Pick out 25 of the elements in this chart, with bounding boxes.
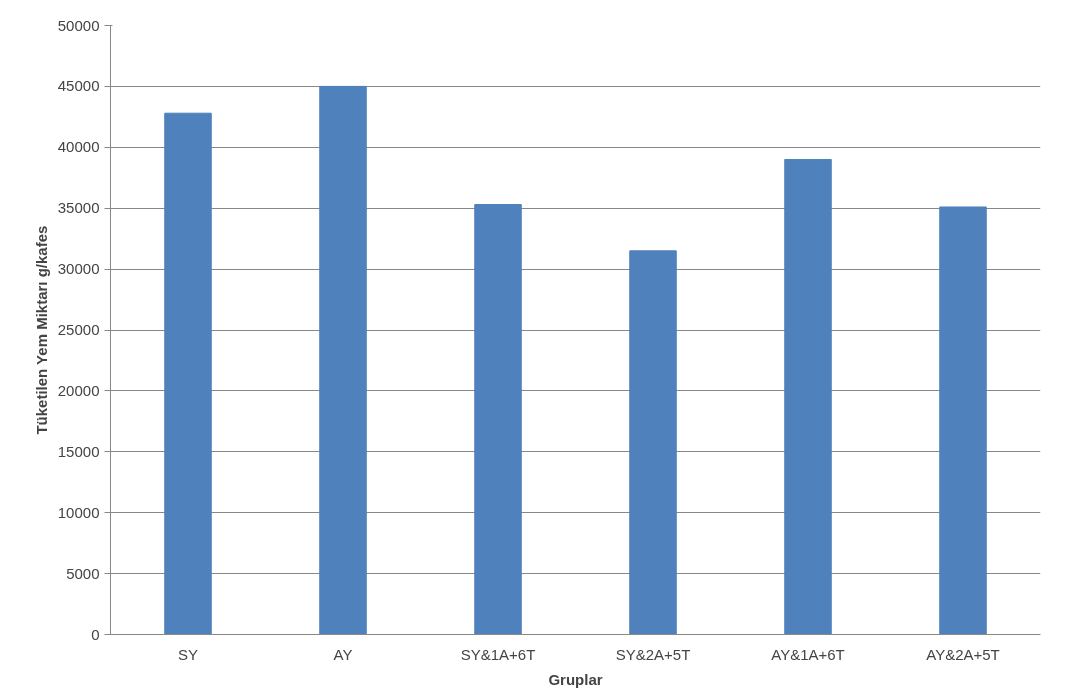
y-axis-title: Tüketilen Yem Miktarı g/kafes xyxy=(32,225,50,435)
y-tick-label: 50000 xyxy=(57,16,100,34)
x-tick-label: SY&2A+5T xyxy=(615,645,691,663)
x-tick-label: AY&2A+5T xyxy=(926,645,1000,663)
y-tick-label: 0 xyxy=(91,625,100,643)
x-tick-label: SY xyxy=(178,645,199,663)
y-tick-label: 20000 xyxy=(57,381,100,399)
x-tick-label: AY&1A+6T xyxy=(771,645,845,663)
bar xyxy=(164,112,212,635)
bar xyxy=(629,250,677,635)
x-tick-label: AY xyxy=(333,645,353,663)
y-tick-label: 10000 xyxy=(57,503,100,521)
x-axis-title: Gruplar xyxy=(548,670,603,688)
y-tick-label: 35000 xyxy=(57,199,100,217)
y-tick-label: 5000 xyxy=(66,564,100,582)
bar xyxy=(474,204,522,635)
bar xyxy=(939,206,987,635)
y-tick-label: 40000 xyxy=(57,138,100,156)
x-tick-label: SY&1A+6T xyxy=(460,645,536,663)
y-tick-label: 25000 xyxy=(57,321,100,338)
y-tick-label: 45000 xyxy=(57,77,100,95)
y-tick-label: 30000 xyxy=(57,260,100,278)
bar xyxy=(319,85,367,635)
y-tick-label: 15000 xyxy=(57,442,100,460)
bar xyxy=(784,158,832,635)
